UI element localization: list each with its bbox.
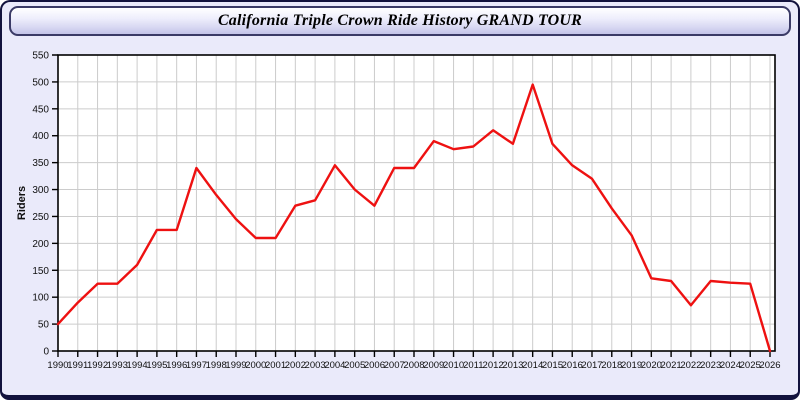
x-tick-label: 2016 bbox=[562, 360, 583, 371]
y-tick-label: 100 bbox=[32, 293, 49, 304]
title-bar: California Triple Crown Ride History GRA… bbox=[9, 6, 791, 36]
x-tick-label: 2007 bbox=[384, 360, 405, 371]
plot-frame bbox=[57, 54, 776, 352]
y-tick-label: 450 bbox=[32, 104, 49, 115]
x-tick-label: 2017 bbox=[581, 360, 602, 371]
y-tick-label: 350 bbox=[32, 158, 49, 169]
x-tick-label: 1991 bbox=[67, 360, 88, 371]
x-tick-label: 2002 bbox=[285, 360, 306, 371]
x-tick-label: 2019 bbox=[621, 360, 642, 371]
y-tick-label: 500 bbox=[32, 77, 49, 88]
x-tick-label: 2025 bbox=[740, 360, 761, 371]
y-tick-label: 150 bbox=[32, 266, 49, 277]
x-tick-label: 2026 bbox=[759, 360, 780, 371]
x-tick-label: 2012 bbox=[483, 360, 504, 371]
x-tick-label: 1993 bbox=[107, 360, 128, 371]
y-tick-label: 0 bbox=[43, 347, 49, 358]
x-tick-label: 2014 bbox=[522, 360, 543, 371]
x-tick-label: 2022 bbox=[680, 360, 701, 371]
x-tick-label: 2005 bbox=[344, 360, 365, 371]
x-tick-label: 2006 bbox=[364, 360, 385, 371]
y-tick-label: 200 bbox=[32, 239, 49, 250]
x-tick-label: 2004 bbox=[324, 360, 345, 371]
riders-series-line bbox=[56, 83, 772, 353]
x-tick-label: 1994 bbox=[127, 360, 148, 371]
x-tick-label: 2000 bbox=[245, 360, 266, 371]
x-tick-label: 2024 bbox=[720, 360, 741, 371]
x-tick-label: 2021 bbox=[661, 360, 682, 371]
x-tick-label: 1998 bbox=[206, 360, 227, 371]
x-tick-label: 2008 bbox=[403, 360, 424, 371]
x-tick-label: 2020 bbox=[641, 360, 662, 371]
x-tick-label: 2003 bbox=[305, 360, 326, 371]
y-tick-label: 400 bbox=[32, 131, 49, 142]
x-tick-label: 2010 bbox=[443, 360, 464, 371]
y-tick-label: 50 bbox=[38, 320, 50, 331]
x-tick-label: 1992 bbox=[87, 360, 108, 371]
x-tick-label: 1997 bbox=[186, 360, 207, 371]
x-tick-label: 1990 bbox=[47, 360, 68, 371]
x-tick-label: 2013 bbox=[502, 360, 523, 371]
x-tick-label: 2018 bbox=[601, 360, 622, 371]
ride-history-line-chart: 0501001502002503003504004505005501990199… bbox=[16, 51, 781, 372]
y-tick-label: 250 bbox=[32, 212, 49, 223]
x-tick-label: 1999 bbox=[225, 360, 246, 371]
chart-title: California Triple Crown Ride History GRA… bbox=[217, 12, 583, 29]
x-tick-label: 2011 bbox=[463, 360, 483, 371]
y-tick-label: 550 bbox=[32, 51, 49, 62]
x-tick-label: 2001 bbox=[265, 360, 286, 371]
x-tick-label: 1995 bbox=[146, 360, 167, 371]
x-tick-label: 2023 bbox=[700, 360, 721, 371]
y-tick-label: 300 bbox=[32, 185, 49, 196]
x-tick-label: 2009 bbox=[423, 360, 444, 371]
y-axis-label: Riders bbox=[16, 186, 28, 220]
plot-area bbox=[58, 55, 775, 351]
x-tick-label: 2015 bbox=[542, 360, 563, 371]
x-tick-label: 1996 bbox=[166, 360, 187, 371]
